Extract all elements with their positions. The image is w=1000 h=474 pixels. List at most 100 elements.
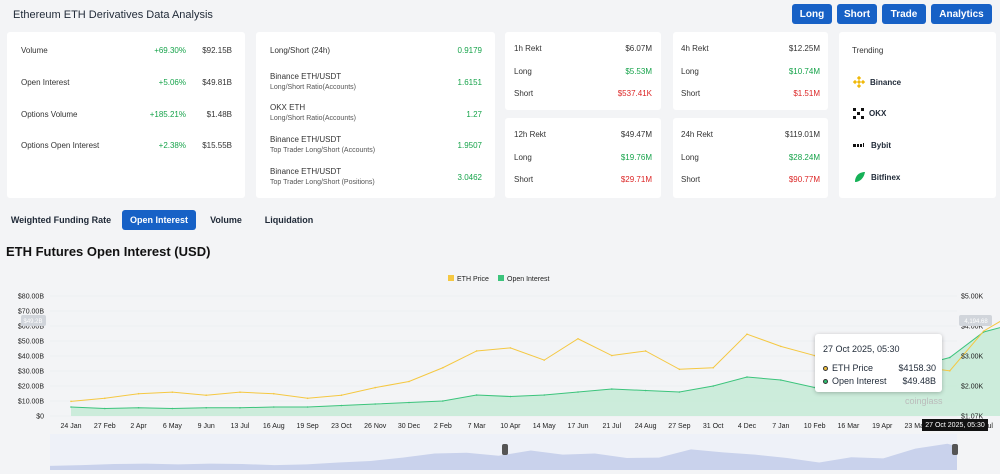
rekt-long-label: Long: [681, 153, 699, 162]
trending-item-binance[interactable]: Binance: [853, 76, 901, 88]
metric-label: Open Interest: [21, 78, 70, 87]
open-interest-point: [475, 394, 478, 396]
x-tick-label: 26 Nov: [364, 423, 387, 430]
watermark: coinglass: [905, 396, 943, 406]
trending-name: Bitfinex: [871, 173, 901, 182]
price-dot-icon: [823, 365, 828, 371]
page-title: Ethereum ETH Derivatives Data Analysis: [13, 9, 213, 21]
navigator-handle-left[interactable]: [502, 444, 508, 455]
rekt-card-12h: 12h Rekt $49.47M Long $19.76M Short $29.…: [505, 118, 661, 198]
x-tick-label: 27 Feb: [94, 423, 116, 430]
open-interest-point: [712, 385, 714, 387]
open-interest-point: [746, 376, 748, 378]
ratio-sub: Long/Short Ratio(Accounts): [270, 115, 356, 122]
legend-label: ETH Price: [457, 276, 489, 283]
rekt-long-value: $10.74M: [788, 67, 820, 76]
trending-item-bitfinex[interactable]: Bitfinex: [853, 171, 900, 184]
ratio-value: 1.6151: [457, 78, 482, 87]
x-tick-label: 24 Jan: [60, 423, 81, 430]
metric-change: +5.06%: [158, 78, 186, 87]
eth-price-point: [949, 370, 951, 372]
ratio-label: OKX ETH Long/Short Ratio(Accounts): [270, 103, 356, 122]
trade-button[interactable]: Trade: [882, 4, 926, 24]
right-tick-label: $1.07K: [961, 414, 984, 421]
ratios-card: Long/Short (24h) 0.9179 Binance ETH/USDT…: [256, 32, 495, 198]
open-interest-point: [577, 391, 579, 393]
analytics-button[interactable]: Analytics: [931, 4, 992, 24]
short-button[interactable]: Short: [837, 4, 877, 24]
legend-label: Open Interest: [507, 276, 549, 283]
eth-price-point: [374, 386, 377, 389]
rekt-label: 12h Rekt: [514, 130, 547, 139]
navigator-area: [50, 443, 957, 470]
metric-label: Options Volume: [21, 110, 78, 119]
right-axis: $1.07K $2.00K $3.00K $4.00K $5.00K: [961, 294, 984, 421]
x-tick-label: 4 Dec: [738, 423, 757, 430]
eth-price-point: [813, 354, 816, 357]
legend-swatch: [498, 275, 504, 281]
oi-dot-icon: [823, 378, 828, 384]
right-tick-label: $5.00K: [961, 294, 984, 301]
eth-price-point: [104, 397, 106, 400]
metric-label: Options Open Interest: [21, 141, 100, 150]
left-tick-label: $40.00B: [18, 354, 44, 361]
open-interest-point: [104, 407, 106, 410]
eth-price-point: [780, 345, 782, 348]
x-tick-label: 6 May: [163, 423, 183, 430]
chart-legend: ETH Price Open Interest: [448, 275, 549, 283]
right-tick-label: $3.00K: [961, 354, 984, 361]
x-tick-label: 16 Aug: [263, 423, 285, 430]
bybit-icon: [853, 143, 864, 147]
chart-tooltip: 27 Oct 2025, 05:30 ETH Price $4158.30 Op…: [815, 334, 942, 392]
price-badge-text: 4,194.68: [964, 319, 988, 325]
eth-price-point: [678, 368, 681, 371]
tab-open-interest[interactable]: Open Interest: [122, 210, 196, 230]
ratio-value: 1.9507: [457, 141, 482, 150]
trending-card: Trending Binance OKX Bybit Bitfinex: [839, 32, 996, 198]
rekt-total: $12.25M: [788, 44, 820, 53]
x-tick-label: 23 Oct: [331, 423, 352, 430]
open-interest-area: [71, 327, 1000, 416]
legend-swatch: [448, 275, 454, 281]
rekt-short-label: Short: [514, 175, 534, 184]
ratio-label: Binance ETH/USDT Top Trader Long/Short (P…: [270, 167, 375, 186]
x-tick-label: 19 Sep: [297, 423, 319, 430]
oi-badge-text: $49.2B: [23, 319, 42, 325]
metric-change: +2.38%: [158, 141, 186, 150]
x-tick-label: 16 Mar: [838, 423, 860, 430]
x-tick-label: 21 Jul: [602, 423, 621, 430]
x-tick-label: 7 Jan: [772, 423, 789, 430]
rekt-long-value: $5.53M: [625, 67, 652, 76]
tab-weighted-funding-rate[interactable]: Weighted Funding Rate: [10, 215, 112, 225]
metric-value: $92.15B: [202, 46, 232, 55]
eth-price-point: [475, 350, 478, 352]
range-navigator[interactable]: [50, 434, 958, 470]
long-button[interactable]: Long: [792, 4, 832, 24]
left-tick-label: $70.00B: [18, 309, 44, 316]
tooltip-value: $4158.30: [898, 363, 936, 373]
rekt-long-label: Long: [681, 67, 699, 76]
rekt-label: 4h Rekt: [681, 44, 709, 53]
rekt-label: 24h Rekt: [681, 130, 714, 139]
eth-price-point: [577, 337, 579, 340]
open-interest-point: [70, 406, 72, 408]
rekt-short-label: Short: [681, 89, 701, 98]
open-interest-point: [813, 386, 816, 389]
x-tick-label: 23 May: [905, 423, 928, 430]
eth-price-point: [509, 347, 512, 349]
tab-liquidation[interactable]: Liquidation: [264, 215, 314, 225]
eth-price-point: [611, 354, 613, 357]
tab-volume[interactable]: Volume: [210, 215, 242, 225]
metric-value: $1.48B: [206, 110, 232, 119]
left-tick-label: $10.00B: [18, 399, 44, 406]
trending-item-bybit[interactable]: Bybit: [853, 140, 891, 151]
x-tick-label: 10 Apr: [500, 423, 521, 430]
open-interest-point: [171, 407, 174, 410]
eth-price-point: [408, 380, 410, 383]
navigator-handle-right[interactable]: [952, 444, 958, 455]
eth-price-point: [273, 392, 275, 395]
trending-name: Binance: [870, 77, 902, 87]
x-tick-label: 19 Apr: [872, 423, 893, 430]
trending-item-okx[interactable]: OKX: [853, 108, 886, 119]
ratio-value: 3.0462: [457, 173, 482, 182]
